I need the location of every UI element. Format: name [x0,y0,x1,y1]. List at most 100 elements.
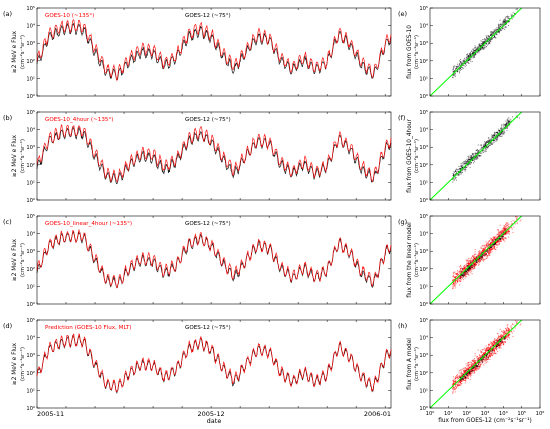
scatter-point [473,371,475,373]
y-tick-label: 10⁵ [419,318,428,324]
scatter-point [480,155,482,157]
scatter-point [480,145,482,147]
scatter-point [467,160,469,162]
scatter-point [506,120,508,122]
scatter-point [503,131,505,133]
scatter-point [475,157,477,159]
scatter-point [482,259,484,261]
scatter-point [501,334,503,336]
scatter-point [493,29,495,31]
scatter-point [473,361,475,363]
scatter-point [501,340,503,342]
scatter-point [499,328,501,330]
scatter-point [468,364,470,365]
scatter-point [453,180,455,182]
scatter-point [492,345,494,347]
scatter-point-dark [473,367,475,369]
scatter-point [470,366,471,368]
scatter-point [460,171,462,172]
scatter-point [459,63,461,65]
scatter-point [455,387,457,389]
scatter-point [488,345,490,347]
scatter-point [465,264,467,266]
scatter-point [486,42,487,44]
scatter-point [460,276,462,278]
scatter-point [452,392,454,394]
scatter-point [460,165,462,167]
scatter-point [502,343,504,345]
scatter-point [489,249,491,251]
scatter-point [456,375,458,376]
scatter-point-dark [500,337,502,339]
scatter-point [474,368,476,370]
scatter-point [467,368,469,370]
scatter-point [476,370,478,372]
scatter-point [477,151,479,153]
scatter-point [492,239,494,240]
scatter-point [474,370,476,372]
scatter-point [471,372,473,374]
scatter-point [467,260,469,261]
scatter-point [506,225,508,227]
scatter-point [458,381,460,383]
scatter-point [471,54,473,56]
scatter-point [458,279,460,281]
scatter-point [486,255,488,257]
scatter-point [506,325,508,327]
scatter-point [468,274,470,276]
scatter-point [484,252,485,254]
scatter-point-dark [464,372,466,374]
scatter-point [472,154,474,156]
scatter-point [463,266,465,268]
scatter-point-dark [481,251,483,253]
scatter-point [484,39,486,41]
scatter-point [479,259,481,261]
scatter-point-dark [462,274,464,276]
scatter-point [486,146,488,148]
scatter-point [490,354,492,355]
scatter-point [458,65,459,67]
scatter-point-dark [464,271,466,273]
scatter-point [493,35,495,37]
scatter-point [497,32,499,33]
scatter-point [487,37,489,39]
scatter-point [455,173,457,175]
series-line-red [36,18,392,82]
scatter-point-dark [471,264,473,266]
scatter-point [498,336,500,338]
y-tick-label: 10⁴ [419,24,428,30]
scatter-point [501,126,503,128]
scatter-point [463,169,465,171]
scatter-point [472,363,474,365]
scatter-point-dark [465,369,467,371]
scatter-point [468,257,470,259]
scatter-point [476,257,478,259]
scatter-point-dark [481,361,483,363]
scatter-point [501,24,503,26]
scatter-point-dark [504,230,506,232]
scatter-point [501,22,503,24]
scatter-point [516,9,518,11]
scatter-point-dark [469,267,471,269]
scatter-point [464,379,466,381]
scatter-point [515,223,517,225]
scatter-point [472,154,474,156]
scatter-point [471,270,473,272]
scatter-point [456,276,458,278]
scatter-point [488,42,490,44]
scatter-point [481,47,483,49]
scatter-point [501,337,503,339]
scatter-point [489,144,490,146]
scatter-point [474,54,476,56]
scatter-point [475,262,477,264]
scatter-point [484,251,486,253]
scatter-point [522,110,523,111]
scatter-point [460,373,462,375]
scatter-point [462,268,464,270]
scatter-point [487,256,489,258]
scatter-point [457,376,459,378]
scatter-point [505,337,506,339]
scatter-point-dark [459,277,461,279]
scatter-point [511,228,513,230]
scatter-point [490,242,492,244]
